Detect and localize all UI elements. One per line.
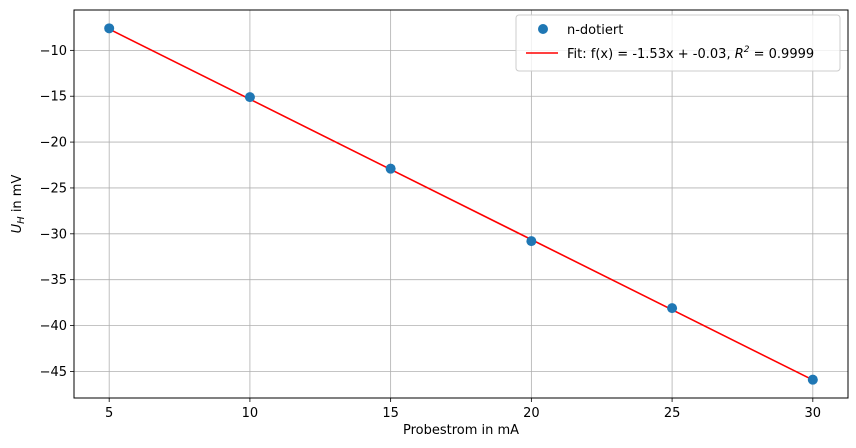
legend-fit-exp: 2 xyxy=(744,45,750,55)
x-tick-label-30: 30 xyxy=(805,406,822,421)
y-tick-label--30: −30 xyxy=(40,227,67,242)
legend-fit-tail: = 0.9999 xyxy=(750,47,815,62)
legend-fit-r: R xyxy=(735,47,744,62)
x-tick-label-5: 5 xyxy=(105,406,113,421)
legend-label-n-dotiert: n-dotiert xyxy=(567,23,623,38)
x-tick-label-25: 25 xyxy=(664,406,681,421)
legend: n-dotiert Fit: f(x) = -1.53x + -0.03, R2… xyxy=(515,14,841,72)
data-point-25 xyxy=(667,303,678,314)
data-point-20 xyxy=(526,236,537,247)
y-tick-label--40: −40 xyxy=(40,319,67,334)
y-tick-label--10: −10 xyxy=(40,44,67,59)
legend-box xyxy=(515,14,841,72)
data-point-5 xyxy=(104,23,115,34)
y-axis-ticks: −10 −15 −20 −25 −30 −35 −40 −45 xyxy=(40,44,74,380)
x-tick-label-10: 10 xyxy=(242,406,259,421)
y-axis-label: UH in mV xyxy=(10,175,27,234)
y-axis-label-tail: in mV xyxy=(10,175,25,217)
fit-line xyxy=(108,28,814,381)
y-tick-label--35: −35 xyxy=(40,273,67,288)
grid xyxy=(74,10,848,398)
y-tick-label--20: −20 xyxy=(40,136,67,151)
legend-marker-n-dotiert xyxy=(538,24,548,34)
y-tick-label--25: −25 xyxy=(40,181,67,196)
x-axis-ticks: 5 10 15 20 25 30 xyxy=(105,398,821,421)
fit-line-group xyxy=(108,28,814,381)
y-axis-label-main: U xyxy=(10,223,25,233)
y-axis-label-sub: H xyxy=(16,216,27,224)
data-point-30 xyxy=(807,374,818,385)
y-tick-label--45: −45 xyxy=(40,365,67,380)
data-points xyxy=(104,23,818,385)
x-axis-label: Probestrom in mA xyxy=(403,423,519,438)
x-tick-label-15: 15 xyxy=(382,406,399,421)
data-point-15 xyxy=(385,163,396,174)
plot-frame xyxy=(73,9,849,399)
legend-label-fit: Fit: f(x) = -1.53x + -0.03, R2 = 0.9999 xyxy=(567,45,814,62)
data-point-10 xyxy=(244,92,255,103)
y-tick-label--15: −15 xyxy=(40,90,67,105)
x-tick-label-20: 20 xyxy=(523,406,540,421)
legend-fit-main: Fit: f(x) = -1.53x + -0.03, xyxy=(567,47,735,62)
